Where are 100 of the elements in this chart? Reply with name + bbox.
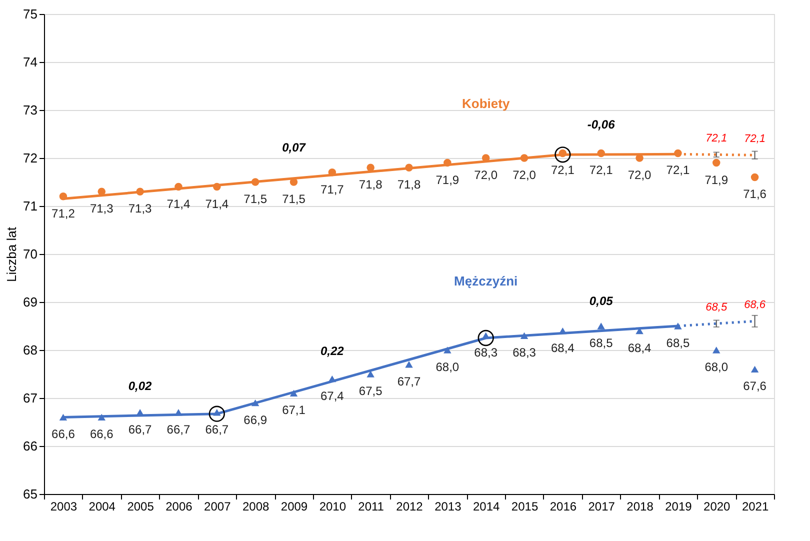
point bbox=[98, 188, 106, 196]
data-label: 68,5 bbox=[589, 336, 614, 350]
data-label: 68,5 bbox=[706, 302, 728, 314]
y-tick-label: 65 bbox=[23, 486, 38, 502]
y-tick-label: 69 bbox=[23, 294, 38, 310]
point bbox=[478, 330, 494, 346]
point bbox=[520, 154, 528, 162]
point bbox=[98, 414, 106, 421]
data-label: 72,1 bbox=[744, 133, 766, 146]
x-tick-label: 2008 bbox=[242, 500, 270, 514]
point bbox=[174, 182, 182, 191]
y-tick-label: 73 bbox=[23, 102, 38, 118]
point bbox=[554, 146, 571, 163]
x-tick-label: 2010 bbox=[319, 500, 346, 514]
annotation: -0,06 bbox=[587, 118, 616, 132]
data-label: 72,0 bbox=[628, 168, 652, 182]
x-tick-label: 2015 bbox=[511, 500, 538, 514]
point bbox=[59, 192, 68, 200]
data-label: 72,1 bbox=[666, 163, 690, 178]
data-label: 72,1 bbox=[551, 163, 575, 178]
data-label: 72,1 bbox=[706, 132, 728, 145]
y-tick-label: 70 bbox=[23, 246, 38, 262]
x-tick-label: 2013 bbox=[434, 500, 462, 514]
data-label: 67,1 bbox=[282, 403, 306, 418]
data-label: 68,5 bbox=[666, 336, 690, 350]
point bbox=[558, 327, 567, 334]
data-label: 71,9 bbox=[436, 172, 460, 187]
y-tick-label: 68 bbox=[23, 342, 38, 358]
y-tick-label: 71 bbox=[23, 198, 38, 214]
data-label: 71,8 bbox=[397, 178, 421, 192]
data-label: 71,3 bbox=[128, 202, 152, 216]
data-label: 66,6 bbox=[90, 427, 114, 442]
data-label: 72,1 bbox=[589, 163, 614, 178]
point bbox=[251, 178, 260, 186]
data-label: 68,0 bbox=[436, 360, 460, 374]
x-tick-label: 2003 bbox=[50, 500, 78, 514]
data-label: 71,7 bbox=[320, 182, 344, 196]
annotation: 0,07 bbox=[282, 140, 307, 155]
point bbox=[405, 361, 413, 368]
point bbox=[328, 375, 336, 382]
x-tick-label: 2004 bbox=[88, 500, 116, 514]
y-tick-label: 74 bbox=[23, 54, 38, 70]
point bbox=[674, 322, 682, 330]
annotation: 0,05 bbox=[589, 294, 614, 308]
data-label: 66,7 bbox=[205, 422, 229, 436]
point bbox=[208, 406, 225, 422]
y-tick-label: 75 bbox=[23, 6, 38, 22]
y-tick-label: 67 bbox=[23, 390, 38, 406]
data-label: 68,3 bbox=[474, 346, 498, 360]
x-tick-label: 2011 bbox=[358, 500, 384, 514]
x-tick-label: 2017 bbox=[588, 500, 616, 514]
x-tick-label: 2007 bbox=[204, 500, 232, 514]
x-tick-label: 2016 bbox=[550, 500, 577, 514]
data-label: 71,4 bbox=[205, 196, 229, 211]
point bbox=[213, 182, 221, 191]
x-tick-label: 2006 bbox=[166, 500, 193, 514]
data-label: 68,3 bbox=[512, 346, 536, 360]
point bbox=[174, 409, 182, 416]
point bbox=[444, 158, 452, 167]
point bbox=[405, 164, 413, 172]
point bbox=[444, 346, 452, 354]
data-label: 71,2 bbox=[52, 206, 76, 220]
data-label: 71,5 bbox=[244, 192, 268, 206]
data-label: 67,5 bbox=[358, 384, 383, 398]
point bbox=[136, 188, 144, 196]
point bbox=[366, 370, 374, 378]
point bbox=[290, 390, 298, 397]
x-tick-label: 2012 bbox=[396, 500, 424, 514]
y-axis-title: Liczba lat bbox=[4, 226, 20, 282]
data-label: 67,7 bbox=[397, 374, 421, 388]
data-label: 67,4 bbox=[320, 388, 344, 403]
data-label: 71,6 bbox=[743, 187, 767, 202]
point bbox=[328, 168, 336, 176]
point bbox=[290, 178, 298, 186]
x-tick-label: 2014 bbox=[472, 500, 500, 514]
data-label: 66,9 bbox=[244, 412, 268, 427]
annotation: 0,22 bbox=[320, 344, 344, 358]
data-label: 71,4 bbox=[166, 196, 190, 211]
y-tick-label: 72 bbox=[23, 150, 38, 166]
point bbox=[712, 346, 720, 354]
data-label: 71,5 bbox=[282, 192, 306, 206]
x-tick-label: 2018 bbox=[626, 500, 654, 514]
annotation: 0,02 bbox=[128, 378, 152, 393]
x-tick-label: 2021 bbox=[742, 500, 769, 514]
point bbox=[597, 322, 605, 330]
data-label: 68,4 bbox=[628, 340, 652, 355]
point bbox=[674, 149, 682, 158]
point bbox=[597, 149, 605, 158]
point bbox=[520, 332, 528, 339]
data-label: 66,7 bbox=[166, 422, 190, 436]
x-tick-label: 2009 bbox=[280, 500, 308, 514]
data-label: 68,4 bbox=[551, 340, 575, 355]
point bbox=[750, 173, 759, 182]
data-label: 72,0 bbox=[474, 168, 498, 182]
point bbox=[750, 366, 759, 373]
point bbox=[712, 158, 720, 167]
data-label: 66,6 bbox=[52, 427, 76, 442]
y-tick-label: 66 bbox=[23, 438, 38, 454]
point bbox=[59, 414, 68, 421]
x-tick-label: 2020 bbox=[704, 500, 731, 514]
